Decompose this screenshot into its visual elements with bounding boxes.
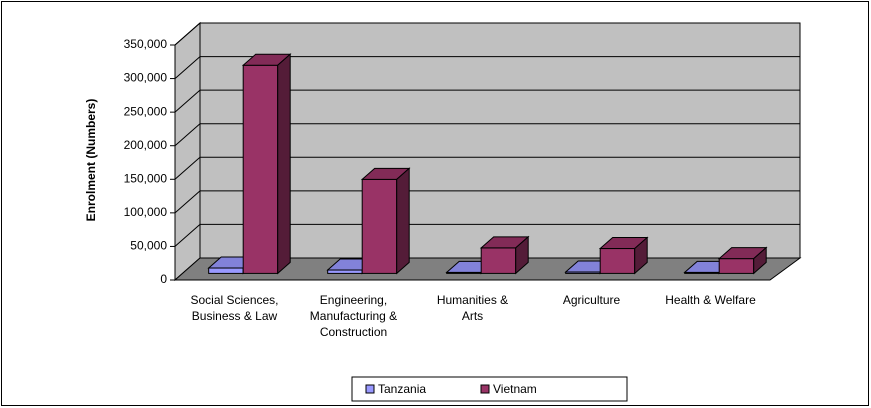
y-axis-title: Enrolment (Numbers) (84, 99, 98, 222)
bar-side (634, 236, 648, 275)
bar-front (361, 178, 398, 274)
legend-label: Vietnam (493, 382, 537, 396)
x-tick-label: Social Sciences, Business & Law (190, 293, 279, 323)
y-tick-label: 250,000 (124, 104, 168, 118)
grid-line (174, 156, 800, 180)
x-tick-label: Engineering, Manufacturing & Constructio… (309, 293, 398, 339)
bar-side (753, 246, 767, 275)
y-tick-label: 200,000 (124, 138, 168, 152)
grid-line (174, 89, 800, 113)
bar-side (515, 235, 529, 275)
grid-line (174, 190, 800, 214)
x-tick-label: Agriculture (562, 293, 621, 307)
grid-line (174, 56, 800, 79)
legend-swatch (365, 384, 375, 394)
y-tick-label: 150,000 (124, 171, 168, 185)
legend-label: Tanzania (378, 382, 426, 396)
y-tick-label: 0 (160, 272, 167, 286)
bar-front (599, 248, 636, 274)
y-tick-label: 100,000 (124, 205, 168, 219)
bar-front (480, 247, 517, 274)
y-tick-label: 300,000 (124, 71, 168, 85)
bar-front (242, 64, 279, 274)
side-wall (174, 21, 201, 282)
bar-front (208, 267, 244, 274)
bar-front (327, 269, 363, 274)
bar-front (718, 258, 755, 274)
legend-swatch (480, 384, 490, 394)
grid-line (174, 223, 800, 247)
grid-line (174, 123, 800, 147)
bar-side (396, 167, 410, 275)
grid-line (174, 22, 800, 46)
x-tick-label: Humanities & Arts (436, 293, 509, 323)
y-tick-label: 350,000 (124, 37, 168, 51)
bar-side (277, 53, 291, 275)
x-tick-label: Health & Welfare (665, 293, 756, 307)
y-tick-label: 50,000 (130, 239, 167, 253)
